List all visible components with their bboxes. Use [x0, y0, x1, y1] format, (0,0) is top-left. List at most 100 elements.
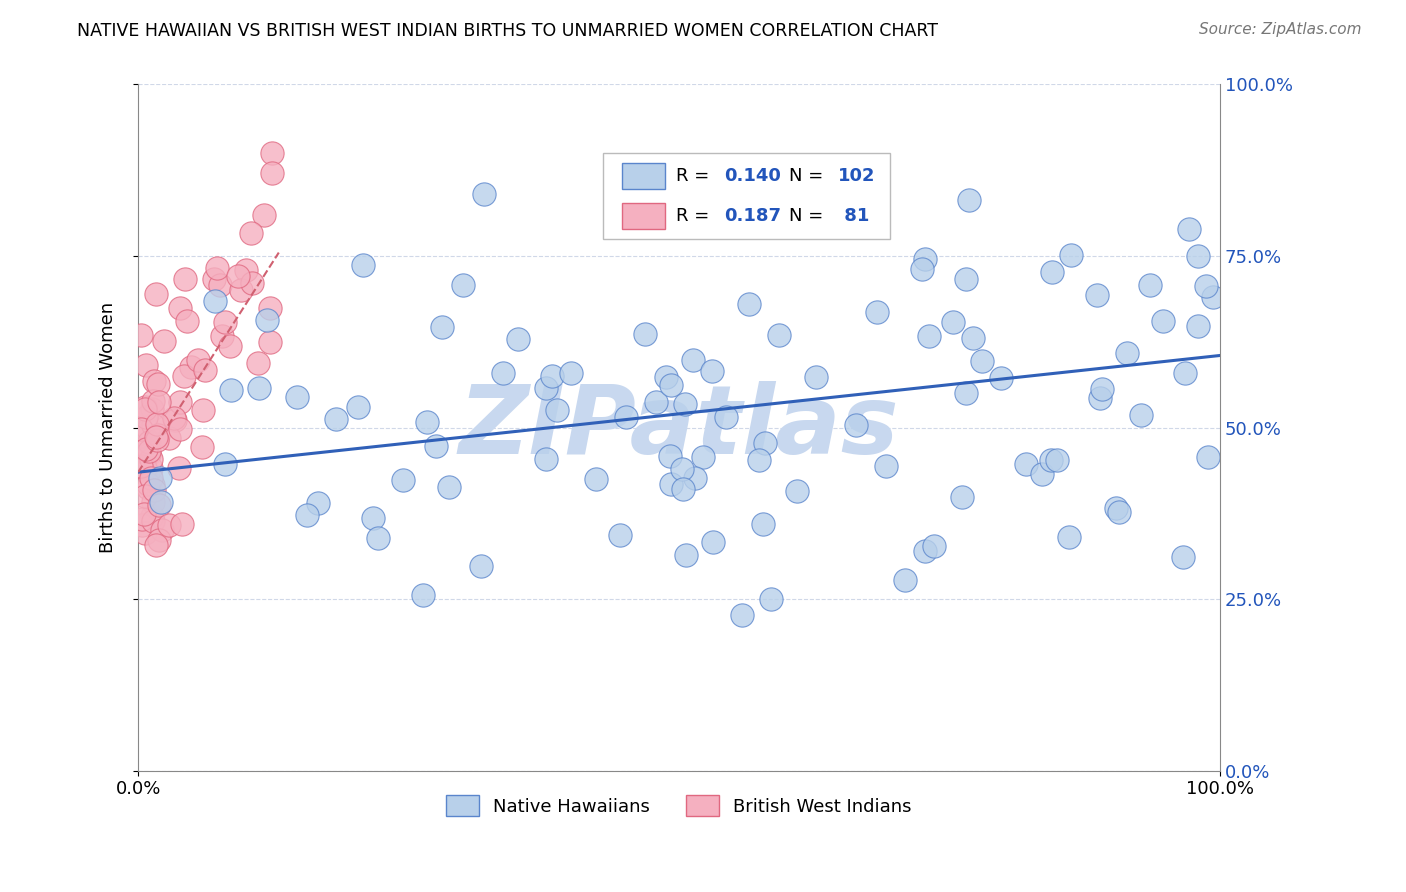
Point	[472, 187, 495, 202]
Point	[208, 278, 231, 293]
Point	[1174, 366, 1197, 380]
Point	[1015, 457, 1038, 471]
Point	[1045, 453, 1067, 467]
Point	[285, 390, 308, 404]
Point	[259, 301, 281, 315]
Point	[129, 421, 152, 435]
Point	[135, 442, 157, 457]
Point	[689, 219, 711, 233]
Text: Source: ZipAtlas.com: Source: ZipAtlas.com	[1198, 22, 1361, 37]
Point	[149, 494, 172, 508]
Point	[437, 480, 460, 494]
Point	[950, 490, 973, 504]
Point	[167, 460, 190, 475]
Point	[135, 358, 157, 372]
Point	[138, 447, 160, 461]
Point	[191, 440, 214, 454]
Point	[609, 528, 631, 542]
Point	[145, 538, 167, 552]
Point	[229, 283, 252, 297]
Point	[541, 368, 564, 383]
Point	[392, 473, 415, 487]
Point	[132, 507, 155, 521]
Point	[1059, 248, 1081, 262]
Point	[138, 444, 160, 458]
Point	[169, 422, 191, 436]
Point	[893, 574, 915, 588]
Point	[240, 226, 263, 240]
Point	[146, 434, 169, 448]
Point	[865, 305, 887, 319]
Point	[714, 409, 737, 424]
Point	[142, 514, 165, 528]
Point	[1178, 222, 1201, 236]
Text: N =: N =	[789, 207, 824, 225]
Point	[1108, 505, 1130, 519]
Point	[1152, 313, 1174, 327]
Point	[759, 591, 782, 606]
Point	[134, 525, 156, 540]
Text: ZIPatlas: ZIPatlas	[458, 381, 900, 474]
Point	[536, 381, 558, 395]
Point	[148, 533, 170, 548]
Point	[536, 451, 558, 466]
Point	[1039, 453, 1062, 467]
Point	[1116, 346, 1139, 360]
FancyBboxPatch shape	[603, 153, 890, 239]
Text: R =: R =	[676, 207, 709, 225]
Point	[173, 369, 195, 384]
Point	[252, 209, 274, 223]
Point	[655, 369, 678, 384]
Point	[259, 334, 281, 349]
Point	[990, 370, 1012, 384]
Point	[205, 260, 228, 275]
Point	[673, 397, 696, 411]
Point	[658, 450, 681, 464]
Point	[1105, 500, 1128, 515]
Point	[235, 263, 257, 277]
Point	[134, 489, 156, 503]
Text: 102: 102	[838, 167, 876, 186]
Point	[682, 353, 704, 368]
Legend: Native Hawaiians, British West Indians: Native Hawaiians, British West Indians	[439, 789, 920, 823]
Point	[260, 146, 283, 161]
Point	[1195, 279, 1218, 293]
Point	[748, 453, 770, 467]
Point	[868, 187, 890, 202]
Point	[141, 401, 163, 416]
Point	[142, 417, 165, 432]
Point	[134, 400, 156, 414]
Point	[136, 422, 159, 436]
Point	[146, 428, 169, 442]
Point	[1187, 249, 1209, 263]
Point	[145, 286, 167, 301]
Text: 81: 81	[838, 207, 869, 225]
Point	[194, 362, 217, 376]
Point	[129, 429, 152, 443]
Point	[157, 431, 180, 445]
Point	[193, 403, 215, 417]
Point	[135, 409, 157, 424]
Point	[131, 517, 153, 532]
Point	[153, 334, 176, 348]
Point	[804, 369, 827, 384]
Point	[246, 355, 269, 369]
Point	[174, 272, 197, 286]
Point	[145, 430, 167, 444]
Point	[260, 166, 283, 180]
Point	[180, 360, 202, 375]
Point	[129, 328, 152, 343]
Point	[214, 457, 236, 471]
Point	[1088, 391, 1111, 405]
Point	[754, 436, 776, 450]
Point	[675, 548, 697, 562]
Text: 0.140: 0.140	[724, 167, 782, 186]
Point	[430, 320, 453, 334]
Point	[142, 394, 165, 409]
Point	[659, 377, 682, 392]
Point	[219, 339, 242, 353]
Point	[506, 332, 529, 346]
Point	[957, 193, 980, 207]
Point	[416, 415, 439, 429]
Point	[914, 252, 936, 266]
